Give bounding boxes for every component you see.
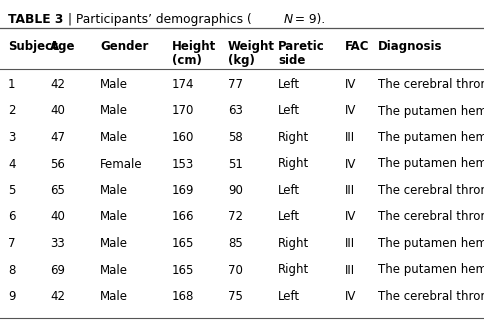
- Text: 47: 47: [50, 131, 65, 144]
- Text: 85: 85: [228, 237, 243, 250]
- Text: III: III: [345, 264, 355, 276]
- Text: 7: 7: [8, 237, 15, 250]
- Text: 4: 4: [8, 158, 15, 171]
- Text: Right: Right: [278, 131, 309, 144]
- Text: TABLE 3: TABLE 3: [8, 13, 63, 26]
- Text: = 9).: = 9).: [291, 13, 325, 26]
- Text: The cerebral thrombosis: The cerebral thrombosis: [378, 184, 484, 197]
- Text: Male: Male: [100, 264, 128, 276]
- Text: The putamen hemorrhage: The putamen hemorrhage: [378, 264, 484, 276]
- Text: Right: Right: [278, 237, 309, 250]
- Text: 63: 63: [228, 105, 243, 118]
- Text: 2: 2: [8, 105, 15, 118]
- Text: 75: 75: [228, 290, 243, 303]
- Text: III: III: [345, 131, 355, 144]
- Text: 5: 5: [8, 184, 15, 197]
- Text: | Participants’ demographics (: | Participants’ demographics (: [68, 13, 252, 26]
- Text: 166: 166: [172, 211, 195, 224]
- Text: Male: Male: [100, 78, 128, 91]
- Text: Male: Male: [100, 237, 128, 250]
- Text: N: N: [284, 13, 293, 26]
- Text: 40: 40: [50, 105, 65, 118]
- Text: 165: 165: [172, 264, 195, 276]
- Text: 77: 77: [228, 78, 243, 91]
- Text: 3: 3: [8, 131, 15, 144]
- Text: 56: 56: [50, 158, 65, 171]
- Text: The cerebral thrombosis: The cerebral thrombosis: [378, 290, 484, 303]
- Text: The putamen hemorrhage: The putamen hemorrhage: [378, 237, 484, 250]
- Text: IV: IV: [345, 105, 356, 118]
- Text: The putamen hemorrhage: The putamen hemorrhage: [378, 131, 484, 144]
- Text: 51: 51: [228, 158, 243, 171]
- Text: 170: 170: [172, 105, 195, 118]
- Text: 153: 153: [172, 158, 194, 171]
- Text: IV: IV: [345, 78, 356, 91]
- Text: 6: 6: [8, 211, 15, 224]
- Text: Left: Left: [278, 184, 300, 197]
- Text: III: III: [345, 237, 355, 250]
- Text: 42: 42: [50, 78, 65, 91]
- Text: 42: 42: [50, 290, 65, 303]
- Text: Age: Age: [50, 40, 76, 53]
- Text: Weight: Weight: [228, 40, 275, 53]
- Text: Male: Male: [100, 131, 128, 144]
- Text: 40: 40: [50, 211, 65, 224]
- Text: Left: Left: [278, 211, 300, 224]
- Text: 72: 72: [228, 211, 243, 224]
- Text: 160: 160: [172, 131, 195, 144]
- Text: Male: Male: [100, 290, 128, 303]
- Text: (kg): (kg): [228, 54, 255, 67]
- Text: Gender: Gender: [100, 40, 149, 53]
- Text: Diagnosis: Diagnosis: [378, 40, 442, 53]
- Text: Right: Right: [278, 264, 309, 276]
- Text: The cerebral thrombosis: The cerebral thrombosis: [378, 78, 484, 91]
- Text: 174: 174: [172, 78, 195, 91]
- Text: Male: Male: [100, 211, 128, 224]
- Text: The putamen hemorrhage: The putamen hemorrhage: [378, 105, 484, 118]
- Text: 69: 69: [50, 264, 65, 276]
- Text: 169: 169: [172, 184, 195, 197]
- Text: Male: Male: [100, 184, 128, 197]
- Text: Height: Height: [172, 40, 216, 53]
- Text: FAC: FAC: [345, 40, 369, 53]
- Text: Female: Female: [100, 158, 143, 171]
- Text: Paretic: Paretic: [278, 40, 325, 53]
- Text: Left: Left: [278, 105, 300, 118]
- Text: (cm): (cm): [172, 54, 202, 67]
- Text: The putamen hemorrhage: The putamen hemorrhage: [378, 158, 484, 171]
- Text: 58: 58: [228, 131, 243, 144]
- Text: Left: Left: [278, 290, 300, 303]
- Text: side: side: [278, 54, 305, 67]
- Text: IV: IV: [345, 211, 356, 224]
- Text: Male: Male: [100, 105, 128, 118]
- Text: 1: 1: [8, 78, 15, 91]
- Text: 168: 168: [172, 290, 195, 303]
- Text: Subject: Subject: [8, 40, 58, 53]
- Text: 165: 165: [172, 237, 195, 250]
- Text: 33: 33: [50, 237, 65, 250]
- Text: Right: Right: [278, 158, 309, 171]
- Text: IV: IV: [345, 158, 356, 171]
- Text: 65: 65: [50, 184, 65, 197]
- Text: 9: 9: [8, 290, 15, 303]
- Text: The cerebral thrombosis: The cerebral thrombosis: [378, 211, 484, 224]
- Text: 8: 8: [8, 264, 15, 276]
- Text: IV: IV: [345, 290, 356, 303]
- Text: 70: 70: [228, 264, 243, 276]
- Text: III: III: [345, 184, 355, 197]
- Text: 90: 90: [228, 184, 243, 197]
- Text: Left: Left: [278, 78, 300, 91]
